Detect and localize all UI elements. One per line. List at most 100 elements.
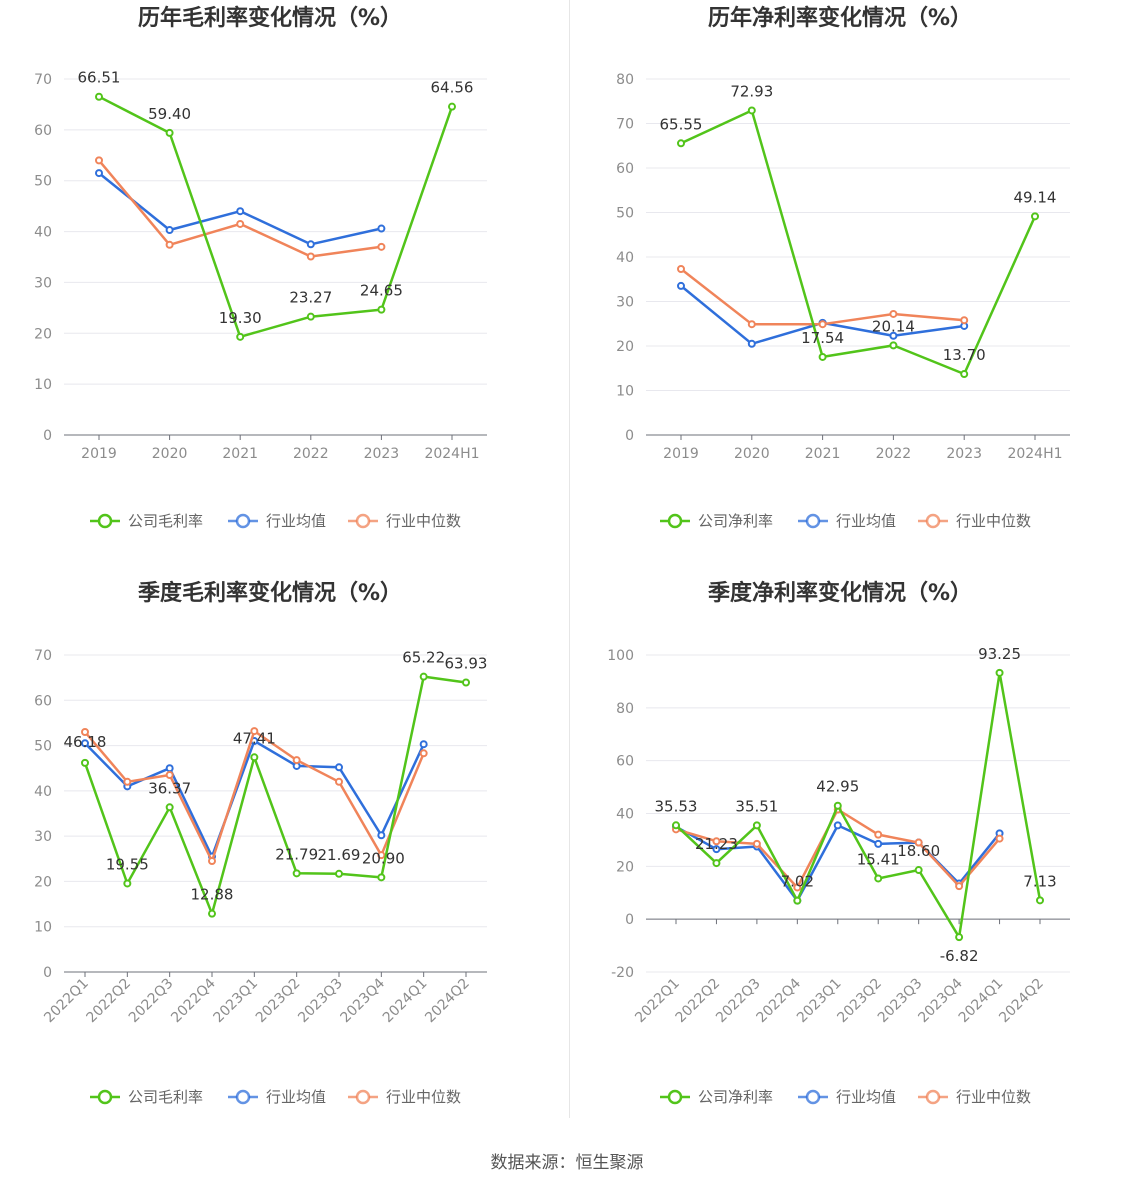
y-tick-label: 60	[616, 161, 634, 177]
x-tick-label: 2019	[81, 446, 117, 462]
legend-label: 行业均值	[836, 1088, 896, 1106]
legend-item: 行业中位数	[348, 1088, 461, 1106]
data-point-company	[123, 879, 132, 888]
data-label: 65.55	[660, 115, 703, 133]
data-label: 18.60	[897, 842, 940, 860]
series-line-company	[83, 675, 467, 915]
data-label: 64.56	[431, 79, 474, 97]
legend-marker-avg	[235, 1089, 251, 1105]
x-tick-label: 2023	[364, 446, 400, 462]
data-point-median	[889, 309, 898, 318]
data-point-avg	[712, 845, 721, 854]
legend-marker-company	[667, 1089, 683, 1105]
chart-title: 历年毛利率变化情况（%）	[138, 5, 402, 31]
y-tick-label: 10	[34, 920, 52, 936]
data-point-median	[419, 749, 428, 758]
data-label: 66.51	[78, 69, 121, 87]
series-line-company	[675, 671, 1042, 939]
y-tick-label: 40	[616, 807, 634, 823]
legend-marker-median	[925, 1089, 941, 1105]
data-point-company	[960, 370, 969, 379]
y-tick-label: 60	[616, 754, 634, 770]
annual-net-margin-chart: 历年净利率变化情况（%） 0 10 20 30 40 50 60 70 80 2019 2020 202…	[616, 5, 1070, 530]
data-point-median	[81, 727, 89, 736]
legend-label: 公司毛利率	[128, 1088, 203, 1106]
data-point-median	[236, 219, 245, 228]
data-label: 47.41	[233, 729, 276, 747]
y-tick-label: 50	[616, 206, 634, 222]
data-point-company	[462, 678, 470, 687]
data-point-median	[306, 252, 315, 261]
annual-gross-margin-chart: 历年毛利率变化情况（%） 0 10 20 30 40 50 60 70 2019 2020 2021 2…	[34, 5, 487, 530]
x-tick-label: 2024H1	[1007, 446, 1062, 462]
data-point-company	[81, 758, 89, 767]
data-point-company	[335, 869, 343, 878]
legend-item: 公司毛利率	[90, 512, 203, 530]
legend-item: 行业均值	[798, 512, 896, 530]
y-tick-label: 70	[34, 72, 52, 88]
data-point-company	[377, 305, 386, 314]
data-point-median	[292, 756, 301, 765]
data-point-avg	[377, 831, 386, 840]
legend-label: 行业中位数	[956, 1088, 1031, 1106]
chart-panel-quarterly-gross-margin: 季度毛利率变化情况（%） 0 10 20 30 40 50 60 70 2022Q1 2022Q2 2…	[0, 575, 567, 1150]
y-tick-label: 50	[34, 739, 52, 755]
x-tick-label: 2021	[805, 446, 841, 462]
data-point-median	[250, 727, 259, 736]
series-line-median	[680, 268, 965, 326]
data-point-median	[752, 839, 761, 848]
y-tick-label: 20	[34, 326, 52, 342]
data-point-median	[995, 834, 1004, 843]
x-tick-label: 2022Q4	[168, 975, 219, 1026]
x-tick-label: 2022Q3	[126, 976, 177, 1027]
data-point-company	[165, 128, 174, 137]
data-point-median	[747, 320, 756, 329]
data-point-avg	[306, 240, 315, 249]
data-label: 93.25	[978, 645, 1021, 663]
y-tick-label: 20	[34, 874, 52, 890]
data-point-avg	[95, 169, 103, 178]
data-point-company	[874, 874, 883, 883]
x-tick-label: 2019	[663, 446, 699, 462]
y-tick-label: 40	[34, 225, 52, 241]
data-point-company	[236, 332, 245, 341]
data-point-avg	[677, 281, 685, 290]
data-point-avg	[165, 764, 174, 773]
y-tick-label: 80	[616, 701, 634, 717]
data-point-company	[914, 866, 923, 875]
data-label: 12.88	[191, 886, 234, 904]
data-point-avg	[747, 339, 756, 348]
data-point-company	[995, 668, 1004, 677]
data-point-median	[208, 857, 216, 866]
y-tick-label: 10	[34, 377, 52, 393]
data-label: 59.40	[148, 105, 191, 123]
x-tick-label: 2021	[222, 446, 258, 462]
data-point-median	[165, 771, 174, 780]
legend-marker-company	[97, 1089, 113, 1105]
data-point-company	[672, 821, 680, 830]
data-point-company	[419, 672, 428, 681]
series-line-median	[84, 729, 425, 863]
y-tick-label: 50	[34, 174, 52, 190]
data-label: 23.27	[289, 289, 332, 307]
legend-label: 行业均值	[266, 512, 326, 530]
panel-divider	[569, 0, 570, 1118]
legend-item: 行业中位数	[918, 1088, 1031, 1106]
data-label: 21.79	[275, 845, 318, 863]
y-tick-label: 0	[43, 428, 52, 444]
legend-item: 行业中位数	[348, 512, 461, 530]
legend-label: 公司净利率	[698, 1088, 773, 1106]
data-point-company	[292, 869, 301, 878]
y-tick-label: 70	[34, 648, 52, 664]
data-point-company	[818, 352, 827, 361]
y-tick-label: 0	[43, 965, 52, 981]
data-point-avg	[874, 839, 883, 848]
x-tick-label: 2023Q2	[253, 976, 304, 1027]
data-label: 35.53	[655, 797, 698, 815]
data-label: -6.82	[940, 947, 979, 965]
legend-label: 行业均值	[836, 512, 896, 530]
x-tick-label: 2022	[293, 446, 329, 462]
data-label: 13.70	[943, 346, 986, 364]
chart-panel-quarterly-net-margin: 季度净利率变化情况（%） -20 0 20 40 60 80 100 2022Q1 2022Q2 2…	[570, 575, 1134, 1150]
data-point-median	[377, 242, 386, 251]
